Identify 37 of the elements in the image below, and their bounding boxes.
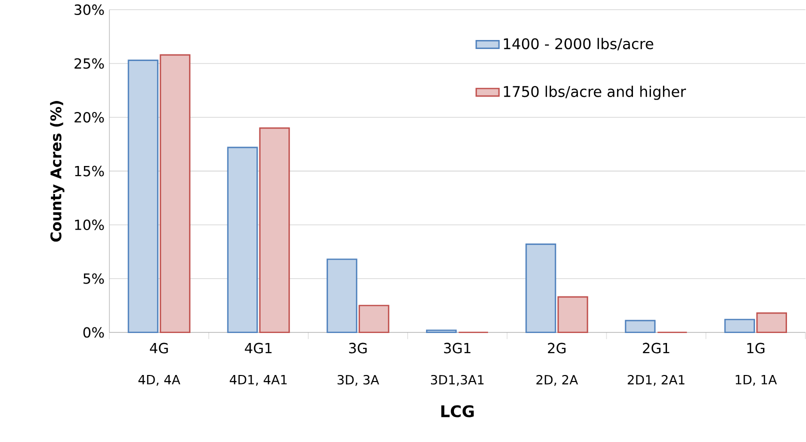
text: 3D, 3A [338, 374, 380, 386]
x-tick-label: 2G [548, 342, 566, 354]
y-tick-label: 25% [74, 58, 104, 69]
x-tick-label: 4G1 [244, 342, 272, 354]
y-tick-label: 30% [74, 4, 104, 15]
y-tick-label: 5% [84, 273, 104, 284]
x-tick-label: 1G [747, 342, 764, 354]
x-tick-label: 3G1 [444, 342, 470, 354]
legend-label: 1400 - 2000 lbs/acre [504, 38, 654, 50]
y-tick-label: 20% [74, 112, 104, 123]
legend-label: 1750 lbs/acre and higher [504, 86, 686, 100]
bar [160, 54, 190, 334]
x-tick-label: 4G [150, 342, 168, 354]
bar [326, 258, 358, 334]
text: 1D, 1A [736, 374, 777, 386]
text: 4D1, 4A1 [230, 374, 287, 386]
bar [525, 243, 556, 334]
x-tick-label: 2G1 [642, 342, 670, 354]
text: 3D1,3A1 [430, 374, 484, 386]
bar [426, 330, 457, 334]
bar [756, 312, 787, 334]
bar [358, 304, 390, 334]
text: 2D, 2A [536, 374, 578, 386]
bar [128, 60, 158, 334]
text: 4D, 4A [138, 374, 180, 386]
x-axis-title: LCG [441, 405, 474, 418]
x-tick-label: 3G [349, 342, 367, 354]
bar [227, 146, 258, 334]
bar [259, 127, 290, 334]
bar [557, 296, 588, 334]
text: 2D1, 2A1 [628, 374, 684, 386]
y-tick-label: 0% [83, 327, 104, 338]
y-tick-label: 10% [75, 219, 104, 230]
bar [724, 318, 755, 334]
y-tick-label: 15% [75, 166, 104, 176]
bar [624, 320, 656, 334]
y-axis-title: County Acres (%) [50, 101, 64, 242]
